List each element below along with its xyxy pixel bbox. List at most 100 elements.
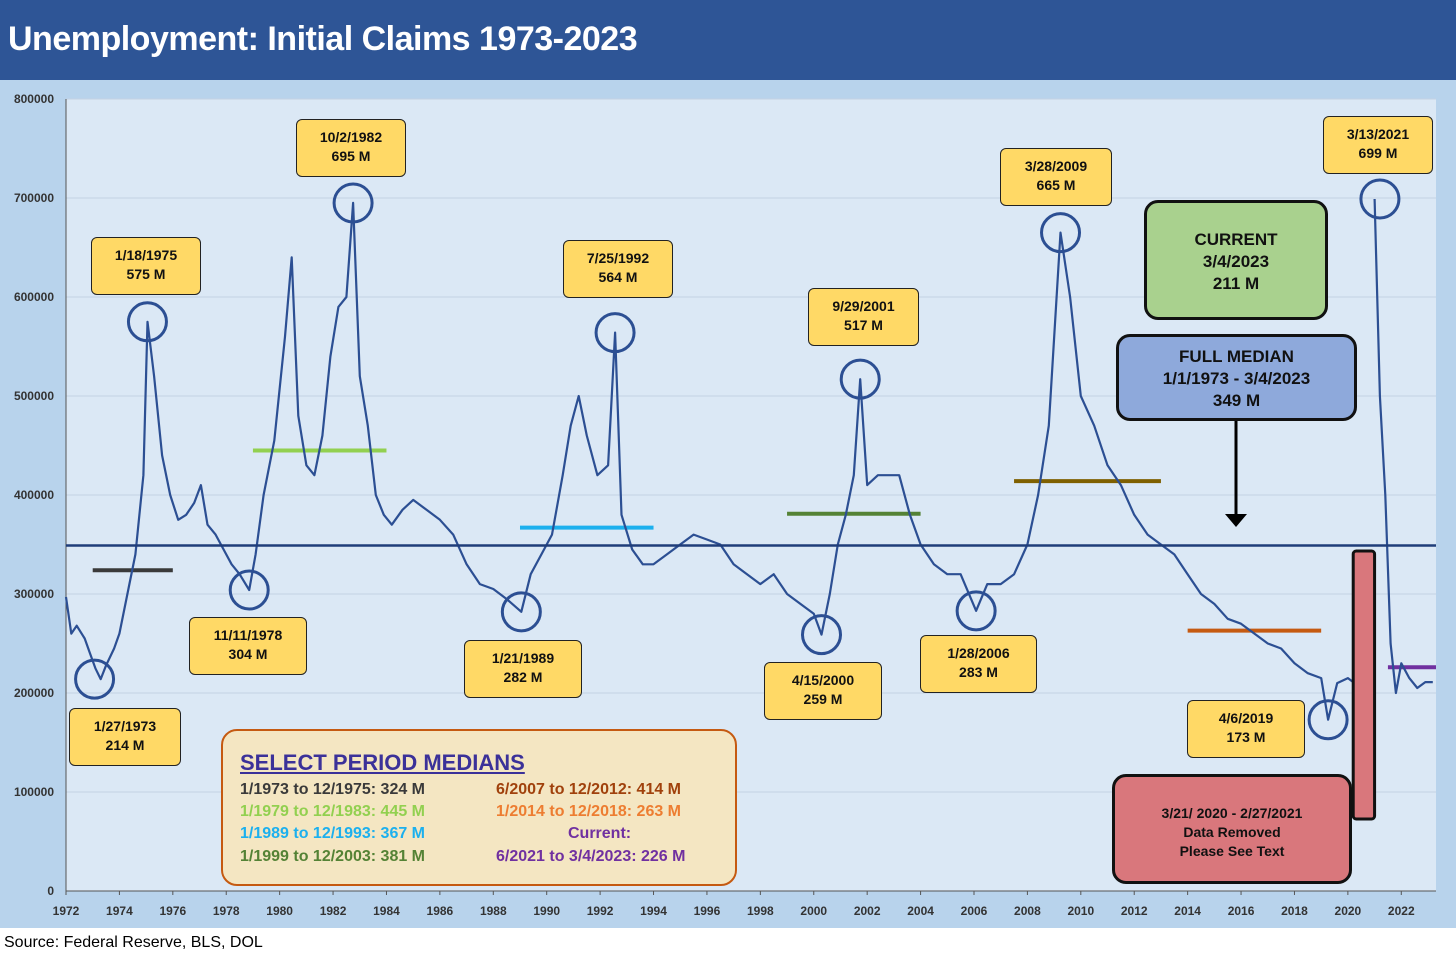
full-median-period: 1/1/1973 - 3/4/2023 <box>1162 369 1311 388</box>
peak-trough-circle <box>594 312 636 354</box>
callout-value: 283 M <box>959 664 998 680</box>
peak-trough-circle <box>126 301 168 343</box>
source-note: Source: Federal Reserve, BLS, DOL <box>4 934 263 951</box>
data-removed-note: Please See Text <box>1179 843 1285 859</box>
x-tick-label: 1974 <box>106 904 133 918</box>
callout-1973: 1/27/1973 214 M <box>69 708 181 766</box>
callout-1978: 11/11/1978 304 M <box>189 617 307 675</box>
callout-1982: 10/2/1982 695 M <box>296 119 406 177</box>
x-tick-label: 2006 <box>961 904 988 918</box>
x-tick-label: 1986 <box>427 904 454 918</box>
full-median-label: FULL MEDIAN <box>1179 347 1294 366</box>
peak-trough-circle <box>839 358 881 400</box>
y-tick-label: 400000 <box>14 488 54 502</box>
x-tick-label: 1988 <box>480 904 507 918</box>
callout-2000: 4/15/2000 259 M <box>764 662 882 720</box>
callout-date: 3/13/2021 <box>1346 126 1410 142</box>
annotation-circles <box>74 178 1401 741</box>
chart-title: Unemployment: Initial Claims 1973-2023 <box>8 20 638 58</box>
y-tick-label: 700000 <box>14 191 54 205</box>
callout-date: 4/6/2019 <box>1218 710 1274 726</box>
callout-value: 575 M <box>126 266 166 282</box>
callout-date: 1/27/1973 <box>93 718 157 734</box>
callout-date: 10/2/1982 <box>319 129 383 145</box>
callout-2009: 3/28/2009 665 M <box>1000 148 1112 206</box>
callout-value: 173 M <box>1226 729 1266 745</box>
legend-item: 1/1979 to 12/1983: 445 M <box>240 803 426 820</box>
x-tick-label: 2012 <box>1121 904 1148 918</box>
y-tick-label: 800000 <box>14 92 54 106</box>
legend-title: SELECT PERIOD MEDIANS <box>240 750 525 775</box>
peak-trough-circle <box>1307 699 1349 741</box>
x-tick-label: 1978 <box>213 904 240 918</box>
callout-2006: 1/28/2006 283 M <box>920 635 1037 693</box>
median-arrow-head <box>1225 514 1247 527</box>
callout-2021: 3/13/2021 699 M <box>1323 116 1433 174</box>
x-tick-label: 1976 <box>159 904 186 918</box>
data-removed-band <box>1351 549 1377 821</box>
x-axis: 1972 1974 1976 1978 1980 1982 1984 1986 1988 1990… <box>53 891 1415 918</box>
claims-series-line <box>64 198 1433 721</box>
x-tick-label: 2004 <box>907 904 934 918</box>
median-arrow <box>1225 420 1247 527</box>
data-removed-group <box>1351 549 1377 821</box>
callout-value: 304 M <box>228 646 268 662</box>
callout-date: 9/29/2001 <box>832 298 895 314</box>
callout-value: 214 M <box>105 737 145 753</box>
callout-date: 1/21/1989 <box>491 650 555 666</box>
callout-value: 665 M <box>1036 177 1076 193</box>
current-value: 211 M <box>1212 274 1260 293</box>
period-medians-legend: SELECT PERIOD MEDIANS 1/1973 to 12/1975:… <box>221 729 737 886</box>
callout-value: 282 M <box>503 669 543 685</box>
x-tick-label: 1984 <box>373 904 400 918</box>
callout-date: 4/15/2000 <box>791 672 855 688</box>
callout-1989: 1/21/1989 282 M <box>464 640 582 698</box>
callout-2019: 4/6/2019 173 M <box>1187 700 1305 758</box>
y-axis: 0 100000 200000 300000 400000 500000 600000 700… <box>14 92 1436 898</box>
legend-item: 1/1989 to 12/1993: 367 M <box>240 825 426 842</box>
callout-value: 259 M <box>803 691 843 707</box>
x-tick-label: 1994 <box>640 904 667 918</box>
callout-value: 517 M <box>844 317 883 333</box>
callout-date: 1/28/2006 <box>947 645 1010 661</box>
data-removed-period: 3/21/ 2020 - 2/27/2021 <box>1161 805 1303 821</box>
peak-trough-circle <box>500 591 542 633</box>
legend-item: 6/2021 to 3/4/2023: 226 M <box>496 848 686 865</box>
peak-trough-circle <box>801 614 843 656</box>
legend-item: 1/1973 to 12/1975: 324 M <box>240 781 426 798</box>
legend-item: 1/1999 to 12/2003: 381 M <box>240 848 426 865</box>
data-removed-box: 3/21/ 2020 - 2/27/2021 Data Removed Plea… <box>1112 774 1352 884</box>
x-tick-label: 2008 <box>1014 904 1041 918</box>
y-tick-label: 300000 <box>14 587 54 601</box>
peak-trough-circle <box>74 658 116 700</box>
x-tick-label: 2016 <box>1228 904 1255 918</box>
callout-1992: 7/25/1992 564 M <box>563 240 673 298</box>
current-value-box: CURRENT 3/4/2023 211 M <box>1144 200 1328 320</box>
x-tick-label: 1990 <box>533 904 560 918</box>
callout-1975: 1/18/1975 575 M <box>91 237 201 295</box>
series-line-group <box>64 198 1433 721</box>
callout-date: 1/18/1975 <box>114 247 178 263</box>
callout-date: 3/28/2009 <box>1024 158 1088 174</box>
title-bar: Unemployment: Initial Claims 1973-2023 <box>0 0 1456 80</box>
x-tick-label: 2014 <box>1174 904 1201 918</box>
peak-trough-circle <box>1359 178 1401 220</box>
peak-trough-circle <box>228 569 270 611</box>
legend-item: Current: <box>568 825 632 842</box>
current-label: CURRENT <box>1194 230 1278 249</box>
peak-trough-circle <box>955 590 997 632</box>
x-tick-label: 2018 <box>1281 904 1308 918</box>
x-tick-label: 2010 <box>1067 904 1094 918</box>
current-date: 3/4/2023 <box>1202 252 1270 271</box>
data-removed-label: Data Removed <box>1183 824 1281 840</box>
callout-value: 699 M <box>1358 145 1398 161</box>
callout-2001: 9/29/2001 517 M <box>808 288 919 346</box>
full-median-box: FULL MEDIAN 1/1/1973 - 3/4/2023 349 M <box>1116 334 1357 421</box>
peak-trough-circle <box>332 182 374 224</box>
callout-value: 695 M <box>331 148 371 164</box>
x-tick-label: 1996 <box>694 904 721 918</box>
x-tick-label: 1998 <box>747 904 774 918</box>
y-tick-label: 600000 <box>14 290 54 304</box>
legend-item: 1/2014 to 12/2018: 263 M <box>496 803 682 820</box>
x-tick-label: 1992 <box>587 904 614 918</box>
